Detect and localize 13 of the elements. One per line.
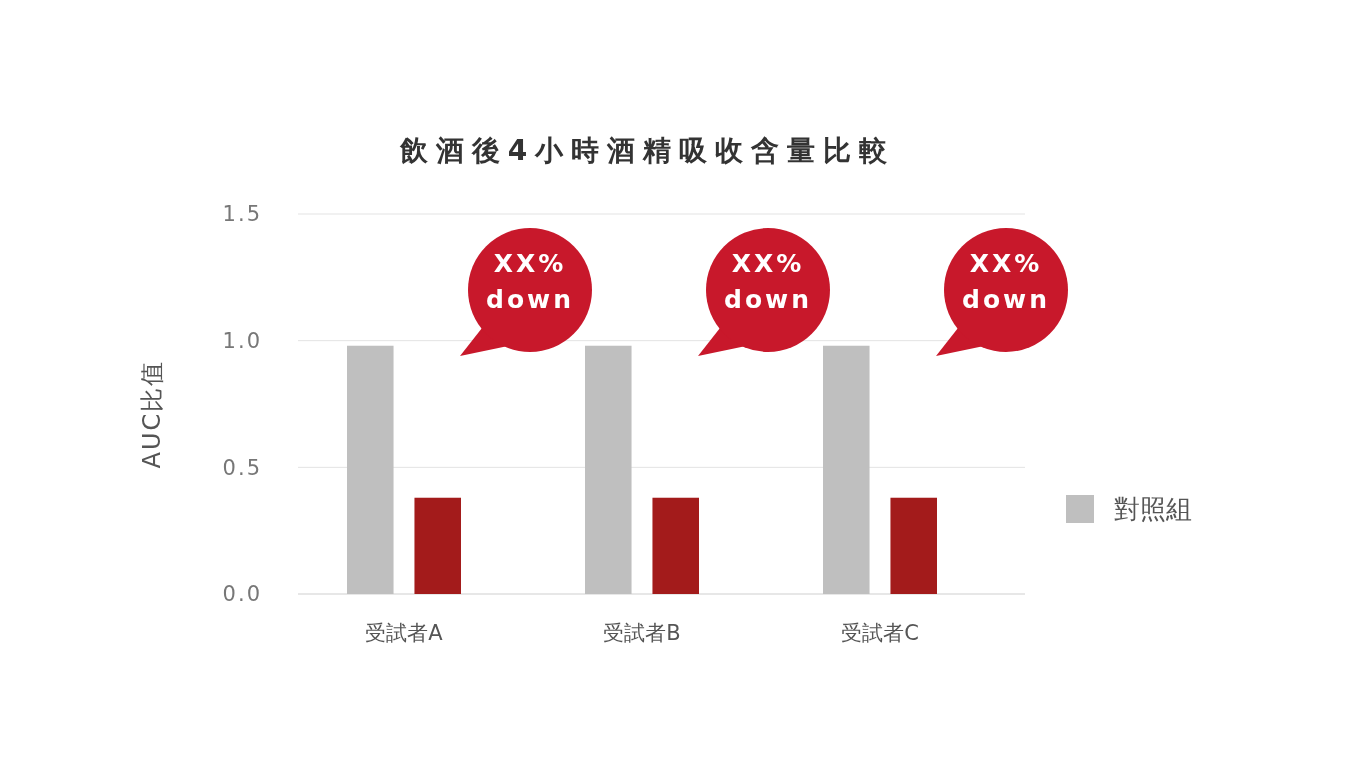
- annotation: XX% down: [724, 249, 812, 314]
- x-tick-label: 受試者A: [365, 621, 444, 645]
- x-tick-label: 受試者C: [841, 621, 919, 645]
- x-tick-label: 受試者B: [603, 621, 681, 645]
- y-tick-label: 0.0: [222, 582, 262, 607]
- y-tick-label: 0.5: [222, 455, 262, 480]
- annotation: XX% down: [486, 249, 574, 314]
- y-tick-label: 1.5: [222, 202, 262, 227]
- y-tick-label: 1.0: [222, 329, 262, 354]
- annotation: XX% down: [962, 249, 1050, 314]
- chart-title: 飲酒後4小時酒精吸收含量比較: [398, 134, 896, 167]
- legend-label: 對照組: [1114, 494, 1192, 525]
- y-axis-title: AUC比值: [138, 359, 166, 469]
